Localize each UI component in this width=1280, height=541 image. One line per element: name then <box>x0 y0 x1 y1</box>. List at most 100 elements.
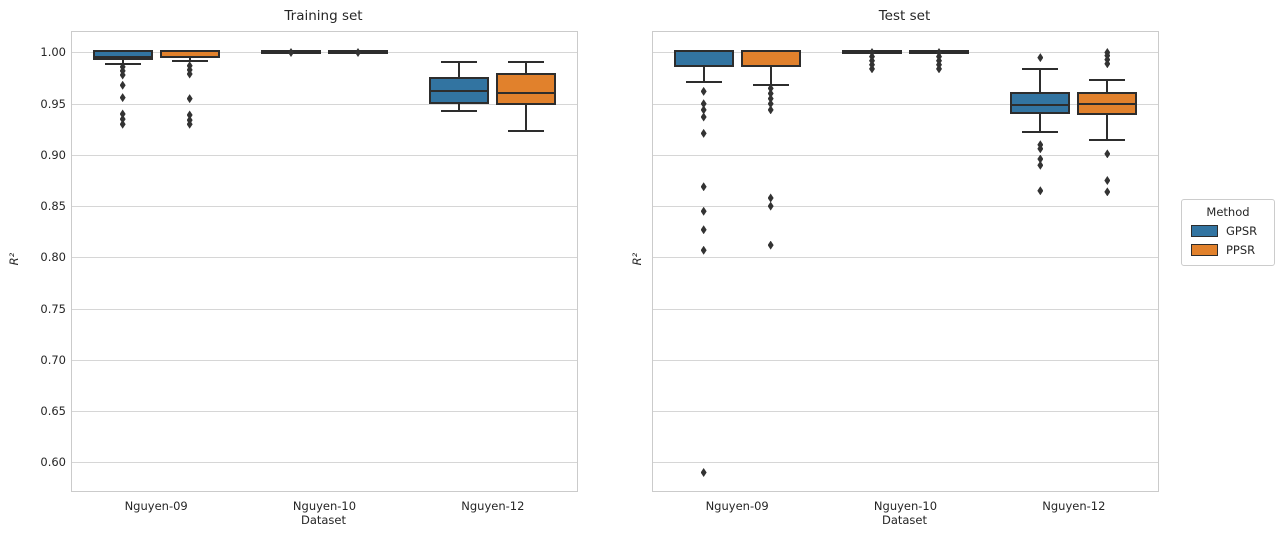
gridline <box>72 411 577 413</box>
legend-method: Method GPSR PPSR <box>1181 199 1275 266</box>
gridline <box>72 308 577 310</box>
x-tick-label: Nguyen-12 <box>1042 499 1106 513</box>
whisker-gpsr-nguyen-12 <box>458 101 461 111</box>
outlier-point-ppsr-nguyen-09 <box>186 69 193 79</box>
gridline <box>72 103 577 105</box>
plot-title-test-set: Test set <box>878 8 931 24</box>
gridline <box>653 154 1158 156</box>
y-tick-label: 1.00 <box>40 45 66 60</box>
outlier-point-gpsr-nguyen-12 <box>1037 186 1044 196</box>
box-ppsr-nguyen-09 <box>740 50 801 67</box>
whisker-cap-ppsr-nguyen-12 <box>508 60 545 63</box>
x-tick-label: Nguyen-09 <box>124 499 188 513</box>
legend-title: Method <box>1206 205 1250 219</box>
outlier-point-gpsr-nguyen-09 <box>700 468 707 478</box>
outlier-point-gpsr-nguyen-09 <box>700 128 707 138</box>
box-ppsr-nguyen-12 <box>496 73 557 105</box>
whisker-cap-ppsr-nguyen-12 <box>508 130 545 133</box>
x-tick-label: Nguyen-10 <box>873 499 938 513</box>
x-tick-label: Nguyen-10 <box>292 499 357 513</box>
box-ppsr-nguyen-09 <box>159 50 220 59</box>
outlier-point-gpsr-nguyen-09 <box>700 245 707 255</box>
gridline <box>653 308 1158 310</box>
gridline <box>653 411 1158 413</box>
median-line-gpsr-nguyen-09 <box>94 56 151 59</box>
outlier-point-gpsr-nguyen-09 <box>700 86 707 96</box>
whisker-cap-gpsr-nguyen-09 <box>685 81 722 84</box>
outlier-point-ppsr-nguyen-09 <box>767 94 774 104</box>
y-tick-label: 0.60 <box>40 455 66 470</box>
x-tick-label: Nguyen-09 <box>705 499 769 513</box>
outlier-point-gpsr-nguyen-12 <box>1037 160 1044 170</box>
x-axis-label-right: Dataset <box>881 513 928 527</box>
median-line-gpsr-nguyen-12 <box>431 90 488 93</box>
outlier-point-ppsr-nguyen-09 <box>186 119 193 129</box>
legend-label-ppsr: PPSR <box>1226 243 1256 257</box>
outlier-point-ppsr-nguyen-10 <box>355 47 361 57</box>
y-tick-label: 0.65 <box>40 404 66 419</box>
gridline <box>653 52 1158 54</box>
outlier-point-gpsr-nguyen-12 <box>1037 144 1044 154</box>
gridline <box>72 462 577 464</box>
outlier-point-gpsr-nguyen-09 <box>119 114 126 124</box>
x-tick-label: Nguyen-12 <box>461 499 525 513</box>
legend-entry-gpsr: GPSR <box>1191 224 1265 238</box>
x-axis-label-left: Dataset <box>300 513 347 527</box>
median-line-ppsr-nguyen-12 <box>1079 102 1136 105</box>
whisker-gpsr-nguyen-12 <box>1039 111 1042 133</box>
y-tick-label: 0.75 <box>40 301 66 316</box>
y-tick-label: 0.80 <box>40 250 66 265</box>
outlier-point-gpsr-nguyen-09 <box>700 99 707 109</box>
gridline <box>72 359 577 361</box>
plot-title-training-set: Training set <box>284 8 363 24</box>
whisker-ppsr-nguyen-09 <box>188 56 191 62</box>
whisker-gpsr-nguyen-09 <box>121 57 124 64</box>
y-tick-label: 0.70 <box>40 352 66 367</box>
outlier-point-gpsr-nguyen-09 <box>119 80 126 90</box>
outlier-point-gpsr-nguyen-09 <box>700 112 707 122</box>
box-gpsr-nguyen-09 <box>92 50 153 60</box>
outlier-point-ppsr-nguyen-09 <box>767 201 774 211</box>
whisker-cap-gpsr-nguyen-12 <box>441 60 478 63</box>
outlier-point-gpsr-nguyen-09 <box>700 206 707 216</box>
whisker-ppsr-nguyen-12 <box>525 102 528 132</box>
whisker-ppsr-nguyen-12 <box>525 61 528 76</box>
outlier-point-gpsr-nguyen-12 <box>1037 53 1044 63</box>
axes-training-set: 1.00 0.95 0.90 0.85 0.80 0.75 0.70 0.65 0.60 Nguy… <box>40 31 578 513</box>
gridline <box>72 257 577 259</box>
outlier-point-ppsr-nguyen-09 <box>767 99 774 109</box>
whisker-ppsr-nguyen-12 <box>1106 80 1109 95</box>
median-line-ppsr-nguyen-12 <box>498 92 555 95</box>
median-line-gpsr-nguyen-12 <box>1012 103 1069 106</box>
outlier-point-gpsr-nguyen-10 <box>288 47 294 57</box>
outlier-point-ppsr-nguyen-09 <box>767 83 774 93</box>
whisker-ppsr-nguyen-09 <box>769 64 772 86</box>
outlier-point-gpsr-nguyen-09 <box>119 119 126 129</box>
legend-entry-ppsr: PPSR <box>1191 243 1265 257</box>
outlier-point-ppsr-nguyen-09 <box>767 240 774 250</box>
outlier-point-gpsr-nguyen-09 <box>700 182 707 192</box>
outlier-point-gpsr-nguyen-10 <box>869 64 875 74</box>
outlier-point-ppsr-nguyen-10 <box>936 64 942 74</box>
whisker-gpsr-nguyen-12 <box>458 61 461 80</box>
whisker-ppsr-nguyen-12 <box>1106 112 1109 140</box>
outlier-point-ppsr-nguyen-12 <box>1104 149 1111 159</box>
whisker-cap-gpsr-nguyen-12 <box>1022 67 1059 70</box>
legend-label-gpsr: GPSR <box>1226 224 1258 238</box>
gridline <box>653 462 1158 464</box>
gpsr-box-swatch-icon <box>1191 225 1218 237</box>
whisker-cap-ppsr-nguyen-09 <box>171 60 208 63</box>
y-tick-label: 0.95 <box>40 96 66 111</box>
outlier-point-ppsr-nguyen-09 <box>186 94 193 104</box>
outlier-point-ppsr-nguyen-09 <box>767 105 774 115</box>
outlier-point-ppsr-nguyen-12 <box>1104 59 1111 69</box>
whisker-gpsr-nguyen-12 <box>1039 68 1042 95</box>
y-tick-label: 0.90 <box>40 147 66 162</box>
outlier-point-gpsr-nguyen-09 <box>119 93 126 103</box>
gridline <box>72 154 577 156</box>
outlier-point-ppsr-nguyen-12 <box>1104 187 1111 197</box>
outlier-point-ppsr-nguyen-09 <box>767 88 774 98</box>
outlier-point-ppsr-nguyen-09 <box>767 193 774 203</box>
outlier-point-ppsr-nguyen-12 <box>1104 176 1111 186</box>
